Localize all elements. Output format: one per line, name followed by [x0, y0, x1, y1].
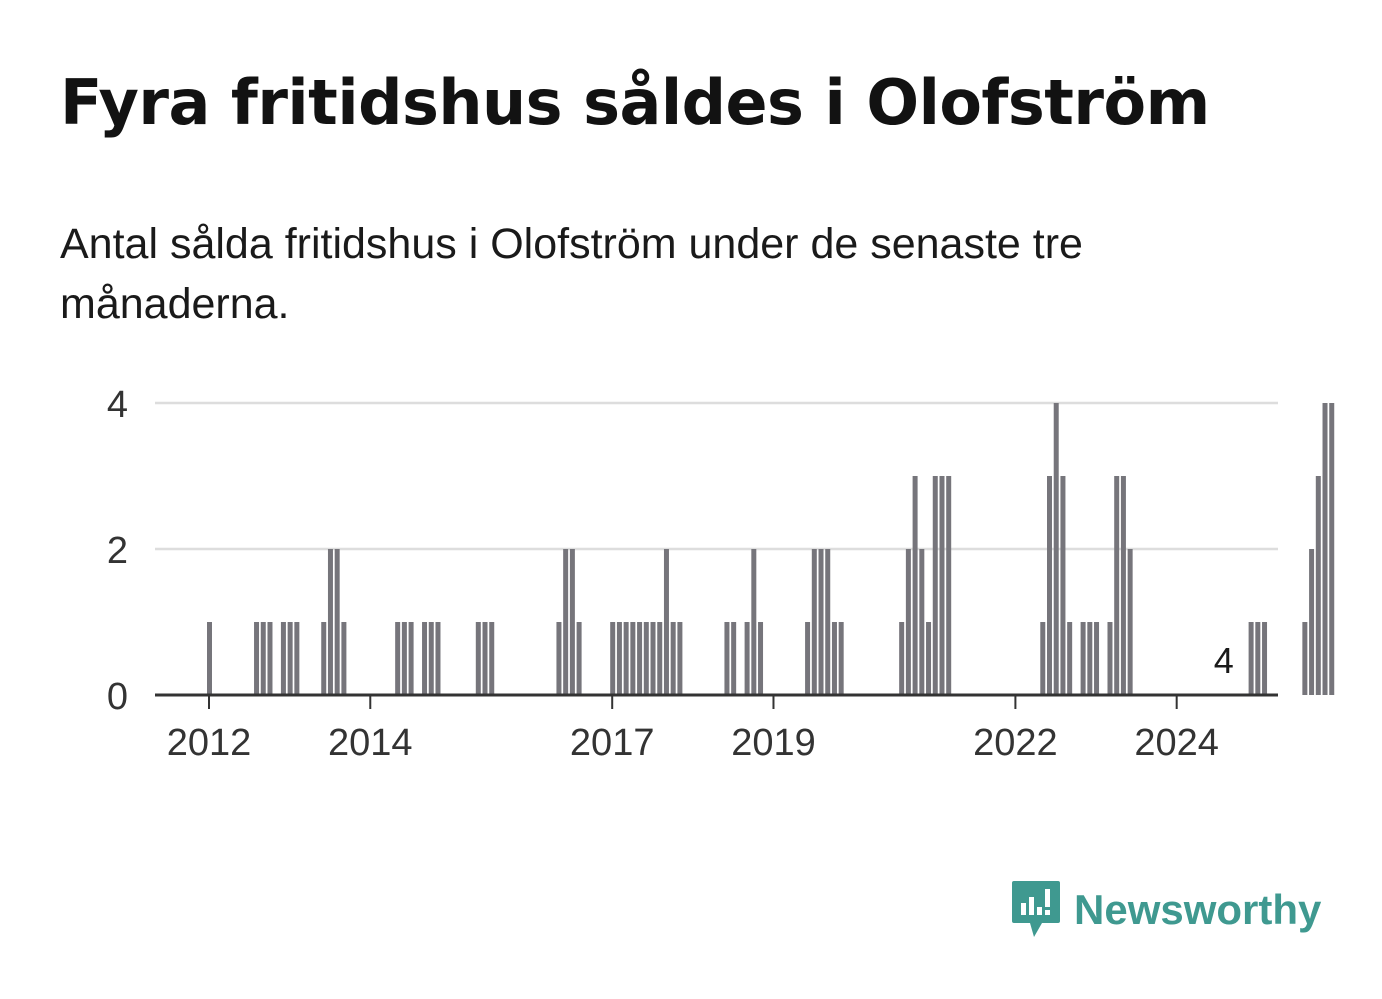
bar [563, 549, 569, 695]
bar [408, 622, 414, 695]
bars [207, 403, 1335, 695]
bar [556, 622, 562, 695]
bar [657, 622, 663, 695]
bar [321, 622, 327, 695]
bar [287, 622, 293, 695]
bar [401, 622, 407, 695]
bar [610, 622, 616, 695]
bar [643, 622, 649, 695]
chart-title: Fyra fritidshus såldes i Olofström [60, 66, 1210, 139]
bar [637, 622, 643, 695]
bar [825, 549, 831, 695]
bar [341, 622, 347, 695]
chart-subtitle: Antal sålda fritidshus i Olofström under… [60, 220, 1083, 328]
bar [1047, 476, 1052, 695]
bar [395, 622, 401, 695]
bar [670, 622, 676, 695]
bar [939, 476, 945, 695]
x-tick-label: 2024 [1134, 722, 1219, 764]
bar [422, 622, 428, 695]
bar [805, 622, 811, 695]
bar [428, 622, 434, 695]
y-tick-label: 4 [107, 384, 128, 426]
bar [616, 622, 622, 695]
bar [1120, 476, 1126, 695]
bar [334, 549, 340, 695]
bar [1067, 622, 1073, 695]
bar [663, 549, 669, 695]
newsworthy-logo: Newsworthy [1010, 878, 1321, 942]
bar [831, 622, 837, 695]
bar [946, 476, 952, 695]
bar [1087, 622, 1093, 695]
y-tick-label: 2 [107, 530, 128, 572]
bar [482, 622, 488, 695]
bar [751, 549, 757, 695]
bar [724, 622, 730, 695]
newsworthy-logo-icon [1012, 881, 1060, 937]
bar [475, 622, 481, 695]
bar [811, 549, 817, 695]
bar [926, 622, 932, 695]
bar [1060, 476, 1066, 695]
bar [207, 622, 212, 695]
bar [838, 622, 844, 695]
y-tick-label: 0 [107, 676, 128, 718]
bar [1107, 622, 1113, 695]
bar [1315, 476, 1321, 695]
bar [1302, 622, 1308, 695]
x-tick-label: 2022 [973, 722, 1058, 764]
bar [1309, 549, 1315, 695]
bar [1094, 622, 1100, 695]
highlight-value-label: 4 [1214, 640, 1234, 681]
bar-chart: 0 2 4 4 2012 2014 2017 2019 2022 2024 [107, 384, 1335, 764]
bar [1322, 403, 1328, 695]
bar [260, 622, 266, 695]
bar [1080, 622, 1086, 695]
bar [905, 549, 911, 695]
tick-labels: 0 2 4 4 2012 2014 2017 2019 2022 2024 [107, 384, 1234, 764]
bar [912, 476, 918, 695]
bar [744, 622, 750, 695]
x-tick-label: 2017 [570, 722, 655, 764]
x-axis [155, 693, 1278, 709]
bar [932, 476, 938, 695]
bar [489, 622, 495, 695]
x-tick-label: 2014 [328, 722, 413, 764]
bar [435, 622, 441, 695]
bar [267, 622, 273, 695]
x-tick-label: 2012 [167, 722, 252, 764]
grid-lines [155, 401, 1278, 551]
bar [1114, 476, 1120, 695]
bar [1053, 403, 1059, 695]
brand-name: Newsworthy [1074, 886, 1322, 933]
bar [1255, 622, 1261, 695]
bar [630, 622, 636, 695]
bar [677, 622, 683, 695]
bar [327, 549, 333, 695]
bar [818, 549, 824, 695]
bar [1329, 403, 1335, 695]
bar [1040, 622, 1046, 695]
bar [919, 549, 925, 695]
bar [1127, 549, 1133, 695]
bar [1262, 622, 1268, 695]
x-tick-label: 2019 [731, 722, 816, 764]
bar [1248, 622, 1254, 695]
bar [280, 622, 286, 695]
bar [623, 622, 629, 695]
bar [569, 549, 575, 695]
bar [731, 622, 737, 695]
bar [294, 622, 300, 695]
bar [899, 622, 905, 695]
bar [650, 622, 656, 695]
bar [254, 622, 260, 695]
bar [758, 622, 764, 695]
bar [576, 622, 582, 695]
